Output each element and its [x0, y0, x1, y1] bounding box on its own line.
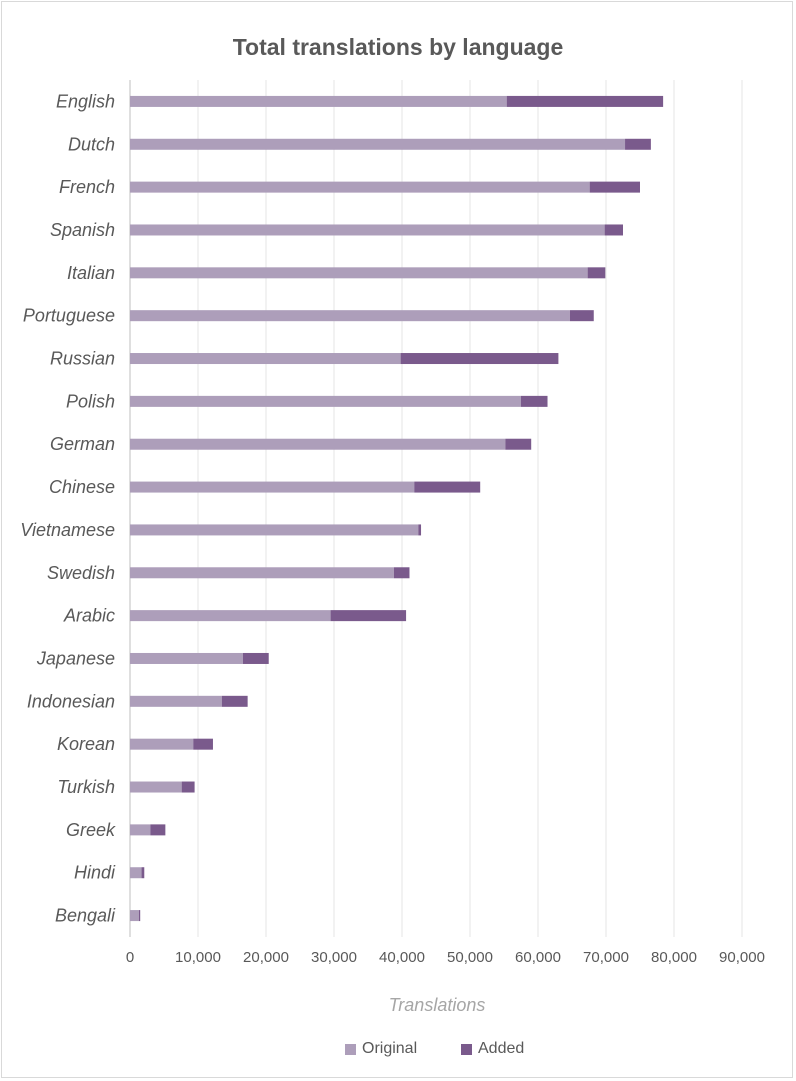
bar-original-vietnamese	[130, 524, 419, 536]
bar-added-german	[505, 438, 532, 450]
x-tick-label: 10,000	[175, 949, 221, 966]
category-label: Greek	[66, 820, 116, 840]
bar-added-indonesian	[221, 695, 248, 707]
category-label: Bengali	[55, 906, 116, 926]
category-label: Italian	[67, 263, 115, 283]
legend-item-added: Added	[461, 1040, 524, 1058]
x-tick-label: 0	[126, 949, 134, 966]
bar-original-russian	[130, 353, 401, 365]
bar-original-indonesian	[130, 695, 222, 707]
bar-original-bengali	[130, 910, 139, 922]
chart-title: Total translations by language	[232, 34, 564, 60]
bar-added-japanese	[242, 652, 269, 664]
bar-added-russian	[400, 353, 559, 365]
category-label: Portuguese	[23, 306, 115, 326]
bar-original-japanese	[130, 652, 243, 664]
bar-added-dutch	[625, 138, 651, 150]
x-tick-labels: 0 10,000 20,000 30,000 40,000 50,000 60,000 70,…	[126, 949, 765, 966]
category-label: Arabic	[63, 606, 115, 626]
bar-added-bengali	[138, 910, 141, 922]
category-label: Turkish	[57, 777, 115, 797]
x-tick-label: 20,000	[243, 949, 289, 966]
category-label: Chinese	[49, 477, 115, 497]
bar-original-portuguese	[130, 310, 570, 322]
category-label: Dutch	[68, 134, 115, 154]
bar-original-turkish	[130, 781, 182, 793]
category-label: Vietnamese	[20, 520, 115, 540]
bar-original-polish	[130, 395, 521, 407]
gridlines	[129, 80, 743, 937]
bar-original-english	[130, 95, 507, 107]
bar-added-greek	[150, 824, 166, 836]
legend-label-added: Added	[478, 1040, 525, 1057]
category-label: Polish	[66, 391, 115, 411]
legend-label-original: Original	[362, 1040, 418, 1057]
x-tick-label: 40,000	[379, 949, 425, 966]
bar-added-french	[589, 181, 640, 193]
x-tick-label: 50,000	[447, 949, 493, 966]
legend-swatch-original	[345, 1043, 356, 1055]
bar-added-english	[506, 95, 664, 107]
bar-original-french	[130, 181, 590, 193]
bars	[130, 95, 664, 922]
bar-added-hindi	[141, 867, 145, 879]
x-tick-label: 90,000	[719, 949, 765, 966]
bar-original-german	[130, 438, 506, 450]
bar-added-chinese	[414, 481, 481, 493]
category-label: Hindi	[74, 863, 116, 883]
bar-added-polish	[521, 395, 548, 407]
category-labels: English Dutch French Spanish Italian Portugue…	[20, 91, 116, 925]
category-label: English	[56, 91, 115, 111]
category-label: Swedish	[47, 563, 115, 583]
category-label: Indonesian	[27, 691, 115, 711]
bar-added-swedish	[393, 567, 410, 579]
bar-original-hindi	[130, 867, 142, 879]
legend-swatch-added	[461, 1043, 472, 1055]
bar-added-turkish	[181, 781, 195, 793]
bar-original-greek	[130, 824, 151, 836]
bar-added-korean	[193, 738, 213, 750]
x-axis-label: Translations	[389, 995, 486, 1015]
legend: Original Added	[0, 1040, 796, 1064]
bar-original-swedish	[130, 567, 394, 579]
bar-added-arabic	[330, 610, 407, 622]
category-label: Russian	[50, 349, 115, 369]
category-label: French	[59, 177, 115, 197]
bar-added-vietnamese	[418, 524, 422, 536]
x-tick-label: 70,000	[583, 949, 629, 966]
bar-original-chinese	[130, 481, 415, 493]
bar-original-dutch	[130, 138, 626, 150]
bar-original-korean	[130, 738, 194, 750]
bar-added-portuguese	[569, 310, 594, 322]
category-label: Japanese	[36, 648, 115, 668]
bar-original-arabic	[130, 610, 331, 622]
bar-original-italian	[130, 267, 588, 279]
x-tick-label: 80,000	[651, 949, 697, 966]
category-label: German	[50, 434, 115, 454]
category-label: Korean	[57, 734, 115, 754]
legend-item-original: Original	[345, 1040, 417, 1058]
bar-added-spanish	[604, 224, 623, 236]
bar-original-spanish	[130, 224, 605, 236]
x-tick-label: 60,000	[515, 949, 561, 966]
bar-added-italian	[587, 267, 606, 279]
x-tick-label: 30,000	[311, 949, 357, 966]
category-label: Spanish	[50, 220, 115, 240]
